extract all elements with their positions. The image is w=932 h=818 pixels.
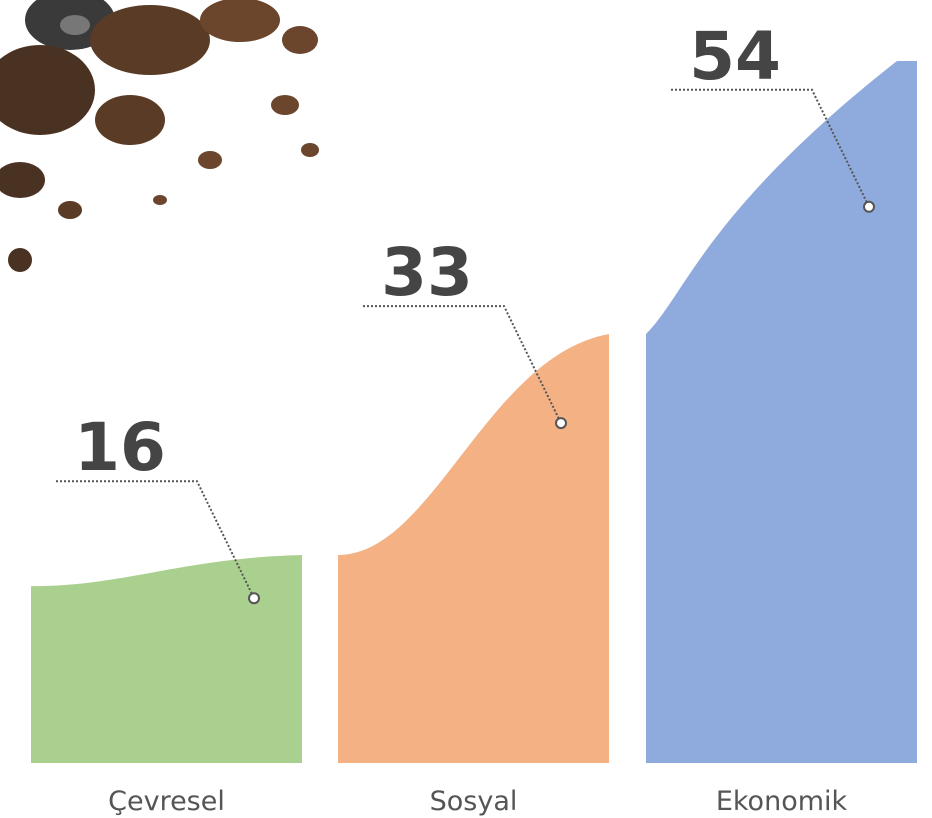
soil-decoration (0, 0, 470, 310)
bar (646, 61, 917, 763)
value-label: 16 (74, 409, 166, 486)
marker (863, 200, 875, 213)
x-tick-label: Ekonomik (716, 786, 848, 817)
leader-line (671, 88, 870, 208)
bar (31, 555, 302, 763)
x-tick-label: Sosyal (430, 786, 518, 817)
x-tick-label: Çevresel (108, 786, 225, 817)
marker (248, 592, 260, 605)
bar (338, 334, 609, 763)
leader-line (363, 305, 562, 424)
value-label: 33 (381, 234, 473, 311)
marker (555, 417, 567, 430)
leader-line (56, 480, 255, 599)
value-label: 54 (689, 18, 781, 95)
